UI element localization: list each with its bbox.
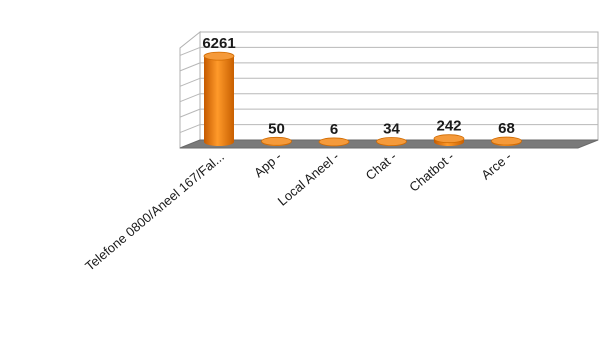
x-axis-tick-labels: Telefone 0800/Aneel 167/Fal... App -Local…: [82, 149, 514, 274]
bar: [491, 136, 522, 146]
data-label: 68: [498, 120, 515, 137]
bar-top: [203, 51, 235, 61]
bar: [203, 51, 235, 146]
gridline-side: [179, 62, 201, 72]
bar-top: [491, 136, 522, 146]
x-tick-label: Arce -: [478, 149, 514, 183]
bar-top: [433, 134, 465, 144]
x-tick-label: Telefone 0800/Aneel 167/Fal...: [82, 149, 227, 274]
bar-top: [261, 136, 292, 146]
data-label: 50: [268, 120, 285, 137]
bar-top: [376, 137, 407, 146]
gridline-side: [179, 124, 201, 134]
bar: [261, 136, 292, 146]
bar-series: [203, 51, 522, 147]
data-labels: 6261 50 6 34 242 68: [202, 35, 515, 138]
data-label: 6: [330, 121, 338, 138]
left-wall: [179, 30, 201, 149]
chart-frame: [179, 30, 599, 149]
gridline-side: [179, 46, 201, 56]
data-label: 34: [383, 121, 400, 138]
bar: [433, 134, 465, 146]
bar-body: [204, 56, 234, 146]
x-tick-label: Chatbot -: [406, 149, 457, 195]
back-wall: [199, 31, 599, 141]
bar: [318, 137, 350, 147]
gridline-side: [179, 108, 201, 118]
gridline-side: [179, 77, 201, 87]
data-label: 242: [436, 118, 461, 135]
bar-top: [318, 137, 350, 147]
data-label: 6261: [202, 35, 235, 52]
x-tick-label: Chat -: [363, 149, 400, 183]
bar: [376, 137, 407, 146]
gridline-side: [179, 93, 201, 103]
x-tick-label: App -: [251, 149, 284, 180]
x-tick-label: Local Aneel -: [275, 149, 342, 209]
